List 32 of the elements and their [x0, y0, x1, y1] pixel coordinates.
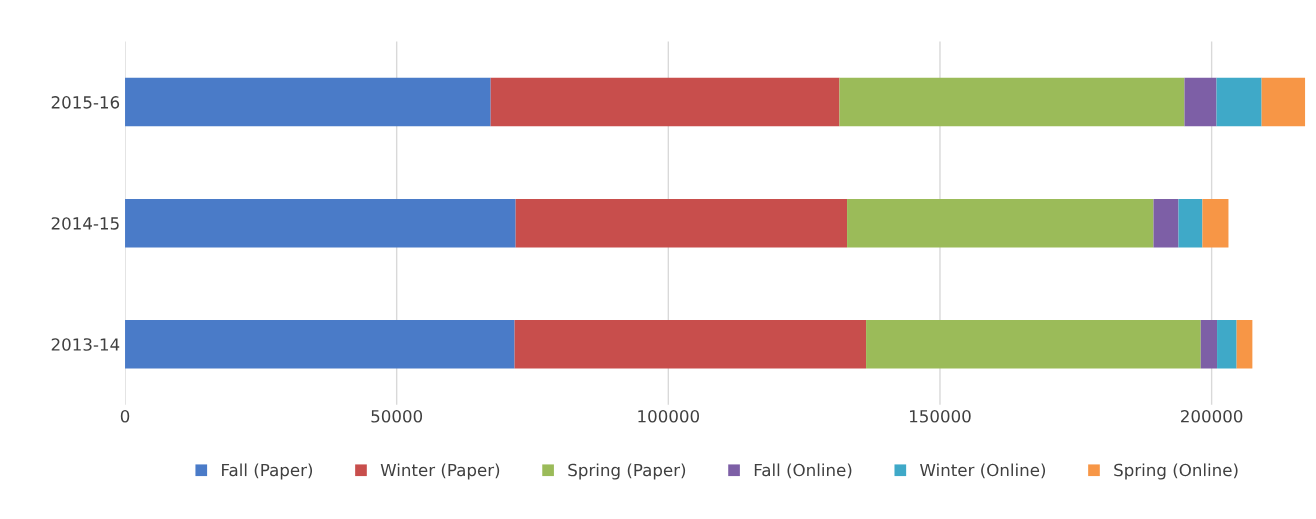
y-tick-label: 2014-15	[51, 217, 119, 230]
legend-label: Fall (Online)	[754, 463, 852, 479]
bar	[1261, 77, 1306, 127]
bar	[1216, 77, 1262, 127]
bar	[515, 198, 848, 248]
legend-label: Winter (Online)	[920, 463, 1046, 479]
y-tick-label: 2015-16	[51, 96, 120, 109]
legend-label: Spring (Online)	[1114, 463, 1238, 480]
legend-label: Winter (Paper)	[380, 463, 500, 480]
bar	[1236, 320, 1253, 369]
bar	[125, 198, 516, 248]
x-tick-label: 0	[120, 409, 130, 423]
bar	[839, 77, 1185, 127]
legend-label: Fall (Paper)	[222, 463, 313, 480]
bar	[847, 198, 1154, 248]
bar	[125, 320, 515, 369]
bar	[1200, 320, 1218, 369]
x-tick-label: 150000	[909, 409, 971, 423]
bar	[1202, 198, 1229, 248]
bar	[866, 320, 1201, 369]
x-tick-label: 200000	[1181, 409, 1243, 423]
bar	[490, 77, 840, 127]
bar	[1184, 77, 1217, 127]
legend-label: Spring (Paper)	[568, 463, 686, 480]
x-tick-label: 100000	[638, 409, 700, 423]
bar	[1217, 320, 1237, 369]
bar	[1153, 198, 1179, 248]
y-tick-label: 2013-14	[51, 338, 120, 351]
bar	[514, 320, 867, 369]
x-tick-label: 50000	[371, 409, 423, 423]
bar	[1178, 198, 1203, 248]
bar	[125, 77, 491, 127]
